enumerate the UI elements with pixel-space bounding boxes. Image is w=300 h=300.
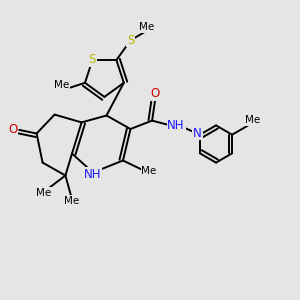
Text: NH: NH	[167, 118, 185, 132]
Text: Me: Me	[245, 115, 260, 125]
Text: S: S	[127, 34, 134, 46]
Text: O: O	[8, 123, 17, 136]
Text: O: O	[151, 87, 160, 100]
Text: Me: Me	[55, 80, 70, 90]
Text: Me: Me	[36, 188, 51, 198]
Text: S: S	[89, 53, 96, 67]
Text: Me: Me	[139, 22, 154, 32]
Text: N: N	[193, 127, 202, 140]
Text: Me: Me	[142, 166, 157, 176]
Text: NH: NH	[84, 167, 102, 181]
Text: Me: Me	[64, 196, 80, 206]
